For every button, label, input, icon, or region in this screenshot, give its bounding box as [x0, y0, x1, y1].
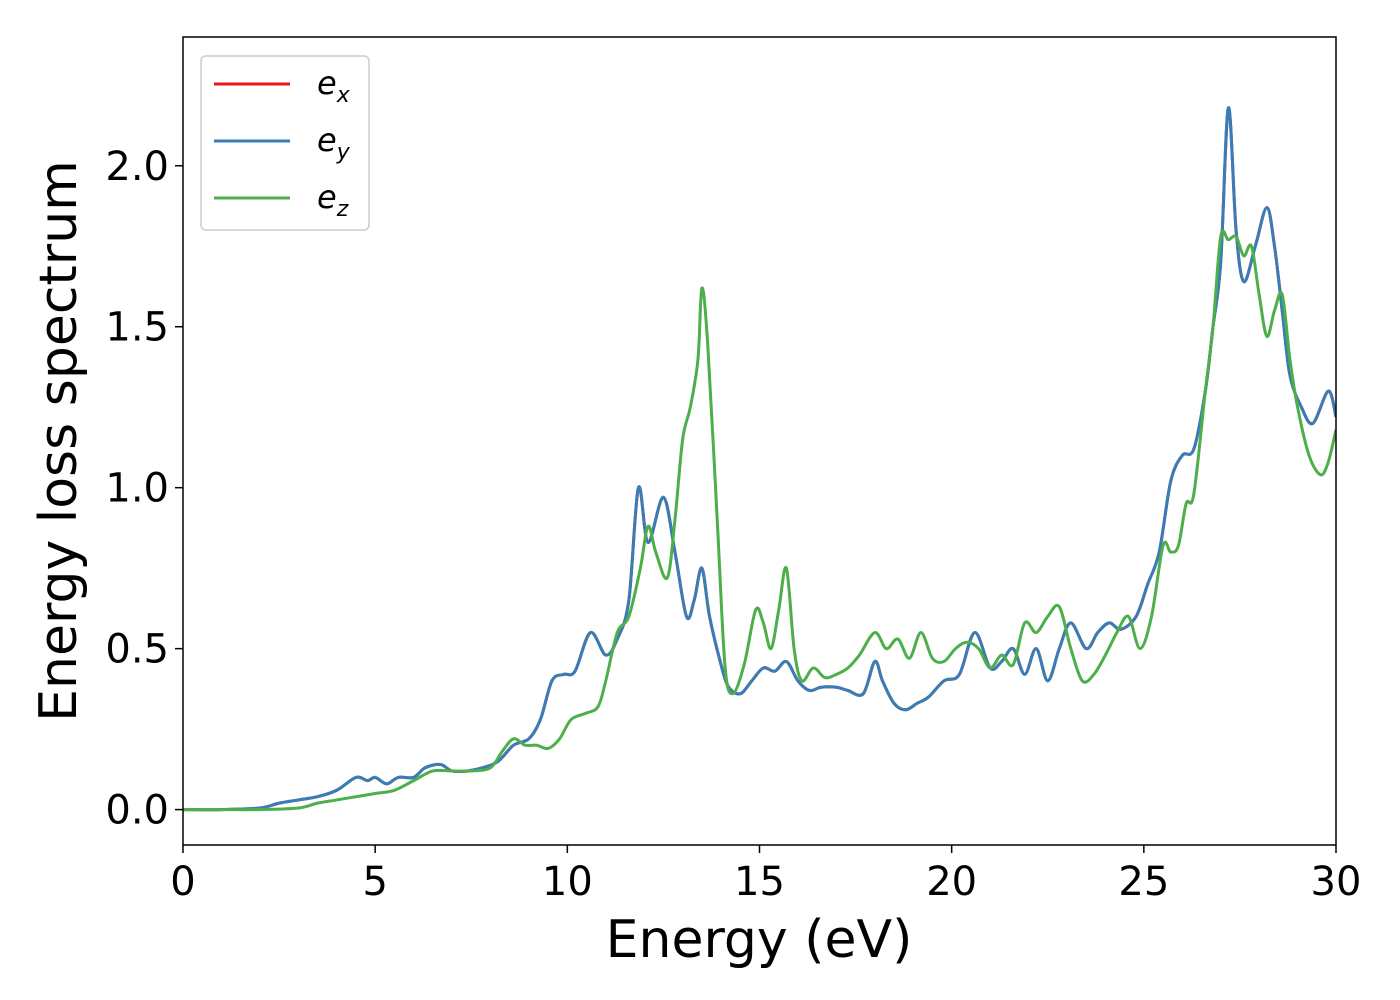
series-line-ez	[183, 229, 1336, 812]
legend-entry-ey: ey	[317, 121, 351, 165]
y-tick-label: 2.0	[105, 144, 169, 190]
y-tick-label: 0.5	[105, 627, 169, 673]
x-tick-label: 5	[362, 859, 387, 905]
plot-background	[183, 37, 1336, 845]
legend: ex ey ez	[200, 55, 370, 231]
x-axis-label: Energy (eV)	[606, 910, 913, 970]
y-axis-label: Energy loss spectrum	[29, 160, 89, 722]
y-tick-label: 1.0	[105, 466, 169, 512]
series-layer	[183, 106, 1336, 812]
x-tick-label: 15	[734, 859, 785, 905]
x-tick-label: 20	[926, 859, 977, 905]
x-tick-label: 25	[1118, 859, 1169, 905]
legend-entry-ex: ex	[317, 64, 351, 108]
legend-box	[200, 55, 370, 231]
y-axis: 0.0 0.5 1.0 1.5 2.0	[105, 144, 183, 834]
legend-entry-ez: ez	[317, 178, 349, 222]
x-tick-label: 10	[542, 859, 593, 905]
y-tick-label: 1.5	[105, 305, 169, 351]
x-tick-label: 0	[170, 859, 195, 905]
x-axis: 0 5 10 15 20 25 30	[170, 845, 1361, 905]
x-tick-label: 30	[1311, 859, 1362, 905]
y-tick-label: 0.0	[105, 788, 169, 834]
